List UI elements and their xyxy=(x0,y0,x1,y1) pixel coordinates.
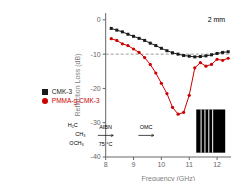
svg-text:2 mm: 2 mm xyxy=(208,16,226,23)
svg-text:CH₃: CH₃ xyxy=(75,131,85,137)
svg-text:OMC: OMC xyxy=(140,124,153,130)
svg-text:H₂C: H₂C xyxy=(68,122,78,128)
svg-text:9: 9 xyxy=(132,161,136,168)
svg-text:75 °C: 75 °C xyxy=(99,141,113,147)
svg-text:-30: -30 xyxy=(91,119,101,126)
svg-text:10: 10 xyxy=(157,161,165,168)
svg-text:Frequency (GHz): Frequency (GHz) xyxy=(141,175,195,181)
html-text:CMK-3: CMK-3 xyxy=(51,87,73,95)
svg-text:12: 12 xyxy=(213,161,221,168)
svg-text:-20: -20 xyxy=(91,85,101,92)
svg-text:-40: -40 xyxy=(91,153,101,160)
svg-text:Reflection Loss (dB): Reflection Loss (dB) xyxy=(74,53,82,116)
svg-text:-10: -10 xyxy=(91,51,101,58)
html-text:PMMA-g-CMK-3: PMMA-g-CMK-3 xyxy=(51,96,100,104)
svg-text:0: 0 xyxy=(97,16,101,23)
svg-text:AIBN: AIBN xyxy=(99,124,112,130)
svg-text:OCH₃: OCH₃ xyxy=(69,140,83,146)
svg-text:8: 8 xyxy=(104,161,108,168)
svg-text:11: 11 xyxy=(186,161,193,168)
